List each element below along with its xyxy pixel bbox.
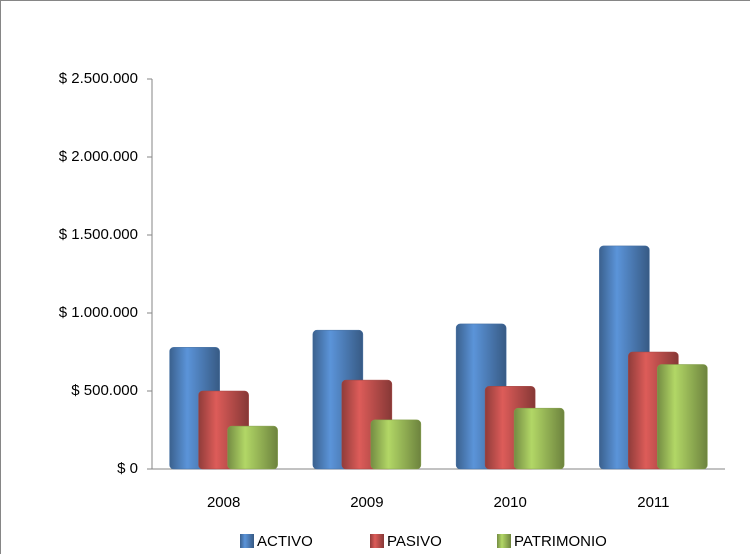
x-tick-label: 2009 (350, 494, 383, 511)
legend-label: PATRIMONIO (514, 533, 607, 550)
legend-swatch (240, 534, 254, 548)
y-tick-label: $ 1.000.000 (59, 304, 138, 321)
legend-label: PASIVO (387, 533, 442, 550)
x-tick-label: 2010 (493, 494, 526, 511)
y-tick-label: $ 0 (117, 460, 138, 477)
y-tick-label: $ 2.000.000 (59, 148, 138, 165)
legend-label: ACTIVO (257, 533, 313, 550)
bar (657, 364, 708, 470)
x-tick-label: 2008 (207, 494, 240, 511)
y-tick-label: $ 1.500.000 (59, 226, 138, 243)
bar (370, 419, 422, 470)
x-tick-label: 2011 (637, 494, 669, 511)
y-tick-label: $ 2.500.000 (59, 70, 138, 87)
legend-swatch (497, 534, 511, 548)
bar (513, 407, 565, 470)
legend-swatch (370, 534, 384, 548)
y-tick-label: $ 500.000 (71, 382, 138, 399)
bar (227, 425, 278, 470)
